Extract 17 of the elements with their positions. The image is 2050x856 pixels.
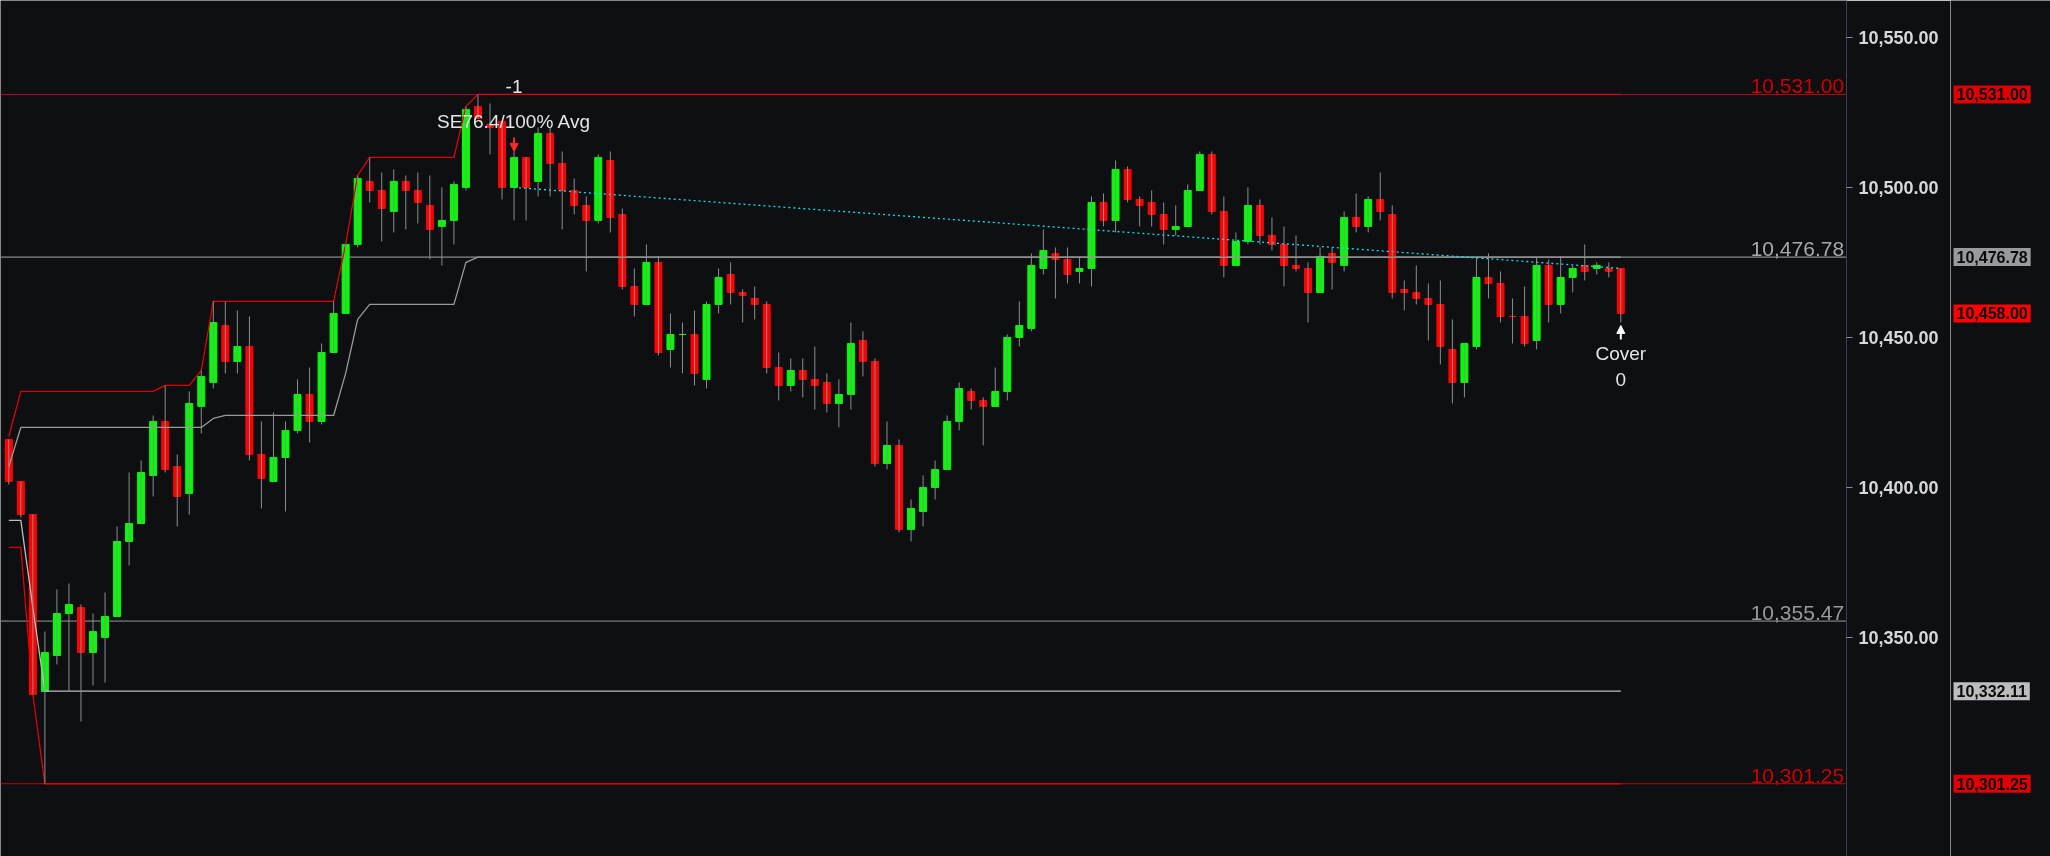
ref-line-label: 10,301.25 — [1750, 763, 1845, 787]
ref-line-label: 10,531.00 — [1750, 74, 1845, 98]
y-tick-label: 10,350.00 — [1858, 627, 1939, 648]
ref-line-label: 10,476.78 — [1750, 237, 1845, 261]
y-tick-label: 10,500.00 — [1858, 177, 1939, 198]
text: 10,301.25 — [1956, 775, 2028, 793]
text: 10,458.00 — [1956, 305, 2028, 323]
text: 10,476.78 — [1956, 249, 2028, 267]
y-tick-label: 10,550.00 — [1858, 27, 1939, 48]
ref-line-label: 10,355.47 — [1750, 601, 1845, 625]
text: 10,531.00 — [1956, 86, 2028, 104]
annotation: Cover — [1595, 342, 1647, 364]
annotation: -1 — [505, 75, 523, 97]
y-tick-label: 10,400.00 — [1858, 477, 1939, 498]
text: 10,332.11 — [1956, 683, 2027, 701]
annotation: 0 — [1615, 368, 1627, 390]
y-tick-label: 10,450.00 — [1858, 327, 1939, 348]
